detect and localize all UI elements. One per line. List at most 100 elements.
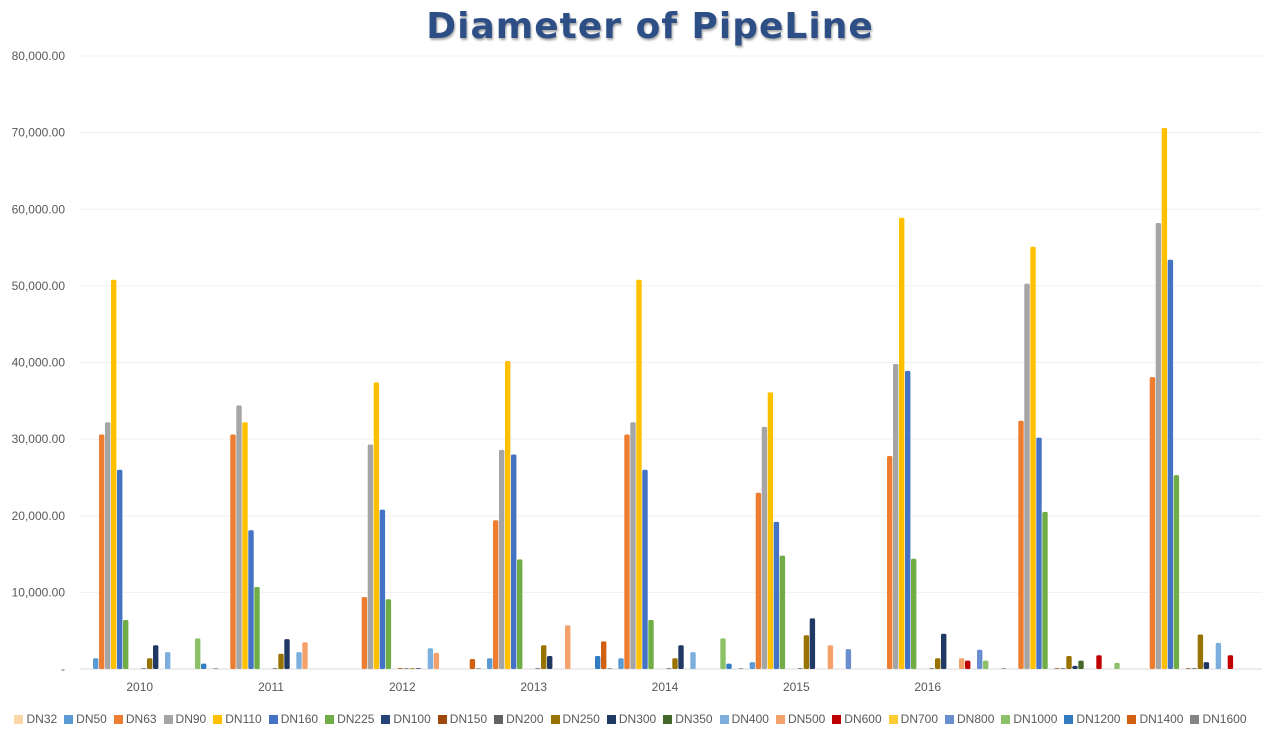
legend-item-dn600: DN600 — [832, 712, 882, 726]
gridlines — [80, 55, 1262, 670]
bar-dn1600-2010 — [213, 668, 219, 669]
legend-swatch — [268, 714, 278, 724]
legend-label: DN160 — [280, 712, 319, 726]
bar-dn1000-2010 — [195, 638, 201, 669]
legend-swatch — [888, 714, 898, 724]
bar-dn90-2016 — [893, 364, 899, 669]
legend-item-dn350: DN350 — [663, 712, 713, 726]
bar-dn250-2016 — [935, 658, 941, 669]
legend-label: DN100 — [393, 712, 431, 726]
legend-swatch — [550, 714, 560, 724]
bar-dn200-2014 — [666, 668, 672, 669]
y-tick-label: 50,000.00 — [12, 279, 66, 293]
legend-item-dn200: DN200 — [494, 712, 544, 726]
bar-dn300-cat7 — [1072, 665, 1078, 669]
legend-item-dn50: DN50 — [64, 712, 107, 726]
bar-dn160-2011 — [248, 530, 254, 669]
bar-dn160-2015 — [773, 521, 780, 669]
legend-label: DN300 — [618, 712, 657, 726]
bar-dn300-2014 — [678, 645, 684, 669]
bar-dn200-2015 — [797, 668, 804, 669]
legend-swatch — [64, 714, 74, 724]
bar-dn110-cat8 — [1161, 128, 1168, 669]
bar-dn110-cat7 — [1030, 246, 1036, 670]
y-tick-label: - — [61, 662, 65, 676]
bar-dn225-2013 — [517, 559, 523, 669]
y-tick-label: 10,000.00 — [12, 585, 66, 599]
legend-item-dn32: DN32 — [14, 712, 57, 726]
bar-dn400-2012 — [427, 648, 434, 669]
legend-swatch — [945, 714, 955, 724]
bar-dn800-2016 — [977, 649, 983, 669]
bar-dn400-2011 — [296, 652, 302, 669]
legend-label: DN150 — [449, 712, 488, 726]
bar-dn1600-2014 — [738, 668, 744, 669]
legend-swatch — [1001, 714, 1011, 724]
bar-dn150-cat7 — [1054, 668, 1060, 669]
bar-dn110-2012 — [373, 382, 380, 669]
legend-item-dn90: DN90 — [163, 712, 206, 726]
bar-dn225-2016 — [911, 558, 917, 669]
legend-label: DN1200 — [1076, 712, 1121, 726]
legend-label: DN600 — [844, 712, 882, 726]
bar-chart: - 10,000.00 20,000.00 30,000.00 40,000.00 50,… — [12, 49, 1262, 694]
bar-dn50-2013 — [487, 658, 493, 669]
bar-dn160-2014 — [642, 469, 648, 669]
bar-dn600-2016 — [965, 660, 971, 669]
legend-item-dn1600: DN1600 — [1190, 712, 1247, 726]
bar-dn250-2014 — [672, 658, 678, 669]
bar-dn1000-2016 — [983, 660, 989, 669]
bar-dn200-2011 — [272, 668, 278, 669]
legend-swatch — [1064, 714, 1074, 724]
legend-swatch — [775, 714, 785, 724]
legend-swatch — [163, 714, 173, 724]
bar-dn225-2010 — [123, 620, 129, 669]
bar-dn63-2012 — [361, 597, 368, 669]
bar-dn225-2012 — [385, 599, 392, 669]
bar-dn160-2010 — [117, 469, 123, 669]
bar-dn500-2013 — [565, 625, 571, 669]
legend-item-dn500: DN500 — [775, 712, 826, 726]
legend-item-dn250: DN250 — [550, 712, 600, 726]
bar-dn200-2016 — [929, 668, 935, 669]
bar-dn1200-2013 — [595, 656, 601, 669]
legend-item-dn225: DN225 — [325, 712, 374, 726]
bar-dn50-2010 — [93, 658, 99, 669]
bar-dn250-cat7 — [1066, 656, 1072, 669]
bar-dn90-2011 — [236, 405, 242, 669]
legend-swatch — [1127, 714, 1137, 724]
legend-swatch — [325, 714, 335, 724]
bar-dn200-cat8 — [1191, 668, 1198, 669]
bar-dn600-cat8 — [1227, 655, 1234, 669]
legend-swatch — [719, 714, 729, 724]
bar-dn63-2013 — [493, 520, 499, 669]
y-tick-label: 30,000.00 — [12, 432, 66, 446]
bar-dn150-cat8 — [1185, 668, 1192, 669]
bar-dn400-2014 — [690, 652, 696, 669]
x-tick-label: 2014 — [652, 680, 679, 694]
bar-dn250-2011 — [278, 653, 284, 669]
bar-dn225-2015 — [779, 555, 786, 669]
bar-dn350-cat7 — [1078, 660, 1084, 669]
legend-label: DN32 — [26, 712, 58, 726]
bar-dn1200-2010 — [201, 663, 207, 669]
x-tick-label: 2011 — [258, 680, 284, 694]
legend-label: DN500 — [787, 712, 826, 726]
bar-dn63-2015 — [755, 492, 762, 669]
bar-dn110-2014 — [636, 279, 642, 669]
bar-dn400-cat8 — [1215, 642, 1222, 669]
x-tick-label: 2015 — [783, 680, 810, 694]
y-tick-label: 70,000.00 — [12, 126, 66, 140]
bar-dn1200-2014 — [726, 663, 732, 669]
legend-item-dn800: DN800 — [945, 712, 994, 726]
bar-dn90-2013 — [499, 449, 505, 669]
bar-dn1400-2012 — [469, 659, 476, 669]
bar-dn50-2015 — [749, 662, 756, 669]
bar-dn160-2013 — [511, 454, 517, 669]
y-tick-label: 20,000.00 — [12, 509, 66, 523]
bar-dn225-2011 — [254, 587, 260, 669]
bar-dn1400-2013 — [601, 641, 607, 669]
bar-dn225-2014 — [648, 620, 654, 669]
legend-item-dn300: DN300 — [606, 712, 657, 726]
bar-dn160-cat7 — [1036, 437, 1042, 669]
